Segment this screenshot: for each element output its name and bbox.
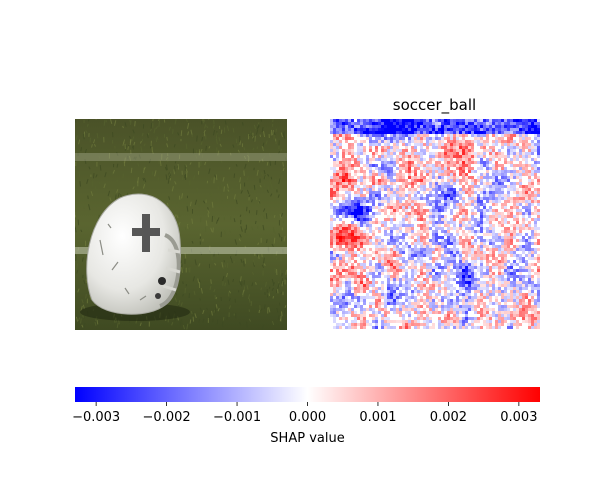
photo-panel: [75, 119, 287, 330]
colorbar-tick-label: 0.002: [430, 410, 467, 425]
colorbar-tick-label: 0.001: [359, 410, 396, 425]
colorbar: −0.003 −0.002 −0.001 0.000 0.001 0.002 0.003 S…: [72, 387, 540, 446]
colorbar-gradient: [75, 387, 540, 402]
heatmap-cells: [330, 119, 540, 329]
colorbar-tick-label: −0.003: [72, 410, 120, 425]
colorbar-tick-label: 0.003: [500, 410, 537, 425]
colorbar-label: SHAP value: [270, 431, 344, 446]
field-line-top: [75, 153, 287, 161]
football-helmet: [80, 193, 190, 321]
colorbar-tick-label: 0.000: [289, 410, 326, 425]
heatmap-title: soccer_ball: [393, 96, 476, 115]
colorbar-ticks: −0.003 −0.002 −0.001 0.000 0.001 0.002 0.003: [72, 402, 537, 425]
colorbar-tick-label: −0.001: [213, 410, 261, 425]
shap-heatmap: [330, 119, 540, 330]
colorbar-tick-label: −0.002: [143, 410, 191, 425]
field-line-bottom: [75, 247, 287, 254]
